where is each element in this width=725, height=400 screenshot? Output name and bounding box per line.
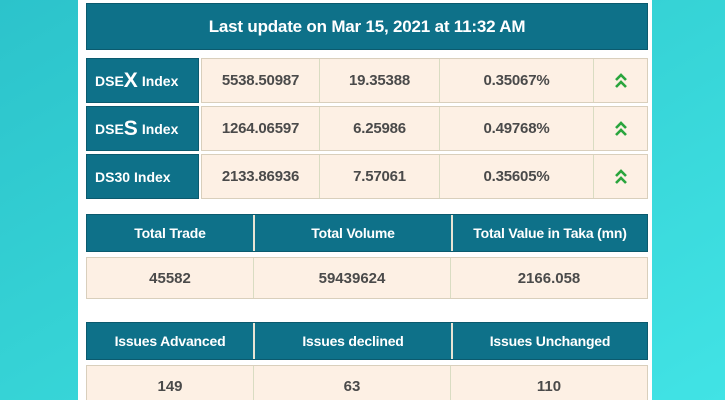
table-row-ds30: DS30 Index 2133.86936 7.57061 0.35605% <box>86 154 648 199</box>
market-summary-panel: Last update on Mar 15, 2021 at 11:32 AM … <box>78 0 652 400</box>
index-name-suffix: Index <box>141 72 179 89</box>
index-name-prefix: DSE <box>95 120 124 137</box>
column-header-issues-advanced: Issues Advanced <box>114 333 226 349</box>
issues-unchanged-value: 110 <box>450 366 647 400</box>
total-trade-value: 45582 <box>149 269 191 287</box>
last-update-text: Last update on Mar 15, 2021 at 11:32 AM <box>208 16 526 36</box>
index-name-big-letter: X <box>123 69 138 92</box>
issues-values-row: 149 63 110 <box>86 365 648 400</box>
column-header-total-value: Total Value in Taka (mn) <box>451 215 647 251</box>
issues-table: Issues Advanced Issues declined Issues U… <box>86 322 648 400</box>
index-change-percent: 0.49768% <box>439 107 593 150</box>
issues-advanced-value: 149 <box>157 377 183 395</box>
panel-content: Last update on Mar 15, 2021 at 11:32 AM … <box>86 0 648 400</box>
index-value: 1264.06597 <box>221 120 300 137</box>
index-change-percent: 0.35605% <box>439 155 593 198</box>
column-header-issues-unchanged: Issues Unchanged <box>451 323 647 359</box>
table-row-dses: DSE S Index 1264.06597 6.25986 0.49768% <box>86 106 648 151</box>
totals-table: Total Trade Total Volume Total Value in … <box>86 214 648 299</box>
total-value-taka: 2166.058 <box>450 258 647 298</box>
index-change-percent: 0.35067% <box>439 59 593 102</box>
last-update-banner: Last update on Mar 15, 2021 at 11:32 AM <box>86 3 648 50</box>
table-row-dsex: DSE X Index 5538.50987 19.35388 0.35067% <box>86 58 648 103</box>
double-chevron-up-icon <box>593 107 647 150</box>
column-header-total-volume: Total Volume <box>253 215 451 251</box>
double-chevron-up-icon <box>593 155 647 198</box>
index-name-dsex: DSE X Index <box>86 58 199 103</box>
index-change: 6.25986 <box>319 107 439 150</box>
index-change: 7.57061 <box>319 155 439 198</box>
index-value: 5538.50987 <box>221 72 300 89</box>
index-name-suffix: Index <box>141 120 179 137</box>
issues-declined-value: 63 <box>253 366 450 400</box>
index-name-suffix: Index <box>134 168 171 185</box>
double-chevron-up-icon <box>593 59 647 102</box>
index-name-dses: DSE S Index <box>86 106 199 151</box>
index-name-prefix: DSE <box>95 72 124 89</box>
total-volume-value: 59439624 <box>253 258 450 298</box>
totals-values-row: 45582 59439624 2166.058 <box>86 257 648 299</box>
index-change: 19.35388 <box>319 59 439 102</box>
index-values: 1264.06597 6.25986 0.49768% <box>201 106 648 151</box>
totals-header-row: Total Trade Total Volume Total Value in … <box>86 214 648 252</box>
index-name-big-letter: S <box>123 117 138 140</box>
index-table: DSE X Index 5538.50987 19.35388 0.35067% <box>86 58 648 199</box>
index-name-ds30: DS30 Index <box>86 154 199 199</box>
column-header-issues-declined: Issues declined <box>253 323 451 359</box>
column-header-total-trade: Total Trade <box>134 225 206 241</box>
index-values: 2133.86936 7.57061 0.35605% <box>201 154 648 199</box>
index-name-prefix: DS30 <box>95 168 131 185</box>
index-value: 2133.86936 <box>221 168 300 185</box>
issues-header-row: Issues Advanced Issues declined Issues U… <box>86 322 648 360</box>
index-values: 5538.50987 19.35388 0.35067% <box>201 58 648 103</box>
